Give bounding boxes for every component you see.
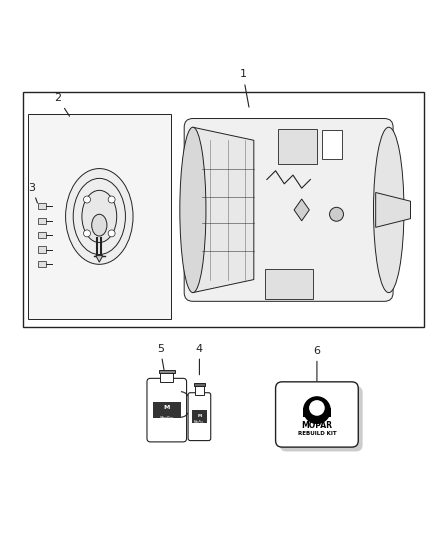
Ellipse shape bbox=[92, 214, 107, 236]
FancyBboxPatch shape bbox=[278, 130, 317, 164]
Circle shape bbox=[329, 207, 343, 221]
Ellipse shape bbox=[66, 168, 133, 264]
FancyBboxPatch shape bbox=[184, 118, 393, 301]
FancyBboxPatch shape bbox=[303, 408, 331, 417]
FancyBboxPatch shape bbox=[280, 386, 363, 451]
FancyBboxPatch shape bbox=[39, 261, 46, 267]
FancyBboxPatch shape bbox=[159, 370, 175, 373]
Text: 4: 4 bbox=[196, 344, 203, 375]
FancyBboxPatch shape bbox=[39, 204, 46, 209]
Text: M: M bbox=[198, 414, 201, 418]
Circle shape bbox=[108, 230, 115, 237]
Circle shape bbox=[309, 400, 325, 416]
FancyBboxPatch shape bbox=[276, 382, 358, 447]
FancyBboxPatch shape bbox=[188, 393, 211, 441]
FancyBboxPatch shape bbox=[160, 373, 173, 382]
Circle shape bbox=[303, 396, 331, 424]
Text: 5: 5 bbox=[157, 344, 164, 370]
FancyBboxPatch shape bbox=[39, 218, 46, 224]
Polygon shape bbox=[376, 192, 410, 228]
Circle shape bbox=[84, 230, 91, 237]
FancyBboxPatch shape bbox=[194, 383, 205, 386]
Ellipse shape bbox=[82, 190, 117, 243]
Circle shape bbox=[108, 196, 115, 203]
FancyBboxPatch shape bbox=[39, 246, 46, 253]
Polygon shape bbox=[96, 256, 103, 262]
Circle shape bbox=[84, 196, 91, 203]
Text: MaxPro: MaxPro bbox=[159, 416, 174, 420]
Polygon shape bbox=[193, 127, 254, 293]
Text: 6: 6 bbox=[314, 346, 321, 381]
FancyBboxPatch shape bbox=[265, 269, 313, 299]
Ellipse shape bbox=[180, 127, 206, 293]
FancyBboxPatch shape bbox=[23, 92, 424, 327]
Polygon shape bbox=[294, 199, 309, 221]
FancyBboxPatch shape bbox=[191, 410, 207, 423]
FancyBboxPatch shape bbox=[39, 232, 46, 238]
Ellipse shape bbox=[374, 127, 404, 293]
FancyBboxPatch shape bbox=[152, 402, 181, 418]
Text: M: M bbox=[163, 406, 170, 410]
FancyBboxPatch shape bbox=[322, 130, 342, 159]
Ellipse shape bbox=[73, 179, 125, 255]
Text: 2: 2 bbox=[54, 93, 70, 116]
Text: REBUILD KIT: REBUILD KIT bbox=[297, 431, 336, 435]
FancyBboxPatch shape bbox=[28, 114, 171, 319]
FancyBboxPatch shape bbox=[195, 386, 204, 395]
Text: 1: 1 bbox=[240, 69, 249, 107]
Text: MaxPro: MaxPro bbox=[194, 420, 205, 424]
FancyBboxPatch shape bbox=[147, 378, 187, 442]
Text: 3: 3 bbox=[28, 182, 37, 203]
Text: MOPAR: MOPAR bbox=[301, 421, 332, 430]
